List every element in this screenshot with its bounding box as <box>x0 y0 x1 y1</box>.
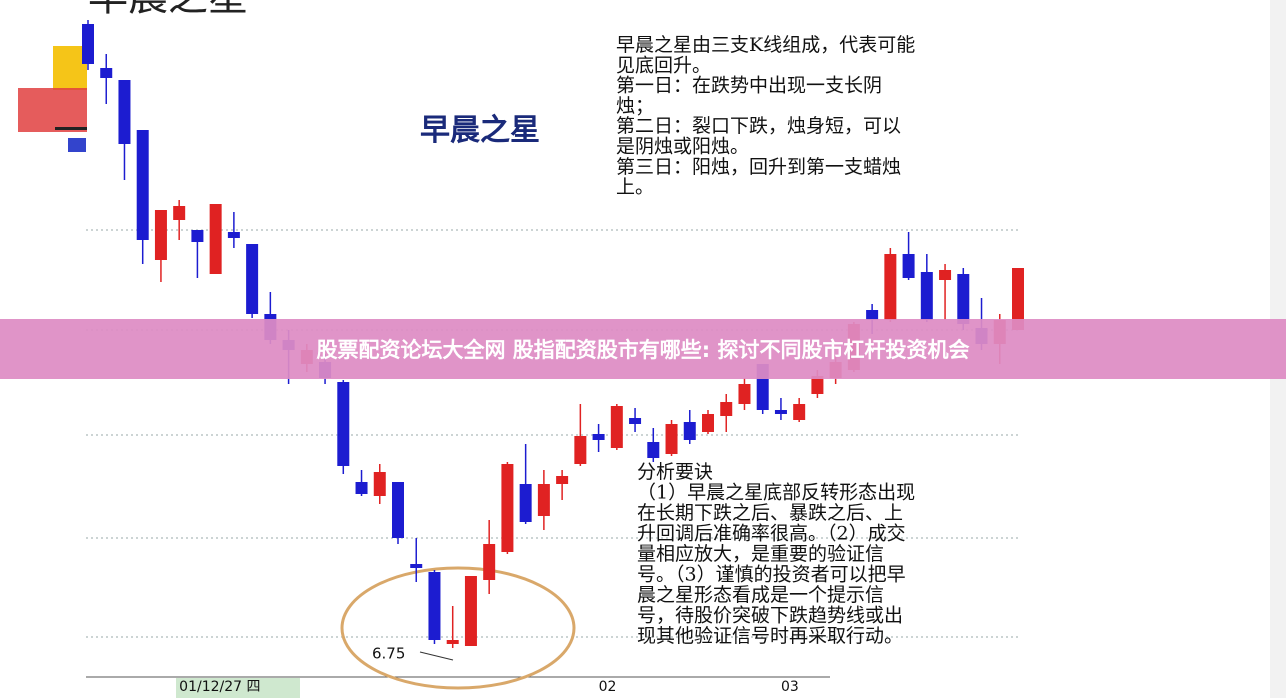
analysis-line: （1）早晨之星底部反转形态出现 <box>637 482 915 504</box>
candle-body <box>592 434 605 440</box>
candle-body <box>939 270 952 280</box>
candle-body <box>337 382 350 466</box>
candle-body <box>464 576 477 646</box>
candle-body <box>702 414 714 432</box>
candle-body <box>173 206 186 220</box>
candle-body <box>902 254 915 278</box>
candle-body <box>683 422 696 440</box>
note-line: 早晨之星由三支K线组成，代表可能 <box>616 34 915 56</box>
note-line: 第一日：在跌势中出现一支长阴 <box>616 75 882 97</box>
candle-body <box>428 572 441 640</box>
candle-body <box>537 484 550 516</box>
candle-body <box>866 310 879 320</box>
candle-body <box>227 232 240 238</box>
candle-body <box>100 68 113 78</box>
analysis-line: 升回调后准确率很高。（2）成交 <box>637 523 906 545</box>
candle-body <box>373 472 386 496</box>
candle-body <box>957 274 970 324</box>
candle-body <box>246 244 259 314</box>
candle-body <box>501 464 514 552</box>
candle-body <box>793 404 806 420</box>
highlight-ellipse <box>340 566 576 690</box>
candle-body <box>647 442 660 458</box>
chart-title: 早晨之星 <box>88 0 248 20</box>
candle-body <box>811 376 824 394</box>
candle-body <box>920 272 933 320</box>
note-line: 是阴烛或阳烛。 <box>616 136 749 158</box>
candle-body <box>191 230 204 242</box>
deco-block <box>18 88 87 132</box>
candle-body <box>774 410 787 414</box>
annotation: 早晨之星 <box>420 113 540 148</box>
analysis-line: 晨之星形态看成是一个提示信 <box>637 584 884 606</box>
candle-body <box>556 476 569 484</box>
candle-body <box>355 482 368 494</box>
analysis-line: 分析要诀 <box>637 461 713 483</box>
candle-body <box>574 436 587 464</box>
banner: 股票配资论坛大全网 股指配资股市有哪些: 探讨不同股市杠杆投资机会 <box>0 319 1286 379</box>
note-line: 上。 <box>616 176 654 198</box>
candle-body <box>136 130 149 240</box>
deco-block <box>53 46 87 90</box>
candle-body <box>884 254 897 320</box>
candle-body <box>392 482 404 538</box>
x-tick-label: 03 <box>781 679 799 695</box>
candle-body <box>738 384 751 404</box>
note-line: 见底回升。 <box>616 54 711 76</box>
candle-body <box>209 204 222 274</box>
note-line: 第三日：阳烛，回升到第一支蜡烛 <box>616 156 901 178</box>
x-tick-label: 01/12/27 四 <box>179 679 260 695</box>
note-line: 烛； <box>616 95 654 117</box>
pointer <box>419 651 454 661</box>
analysis-line: 现其他验证信号时再采取行动。 <box>637 625 903 647</box>
analysis-line: 量相应放大，是重要的验证信 <box>637 543 884 565</box>
candle-body <box>610 406 623 448</box>
candle-body <box>1012 268 1024 330</box>
candle-body <box>665 424 678 454</box>
x-tick-label: 02 <box>599 679 617 695</box>
candle-body <box>629 418 642 424</box>
candle-body <box>483 544 496 580</box>
analysis-line: 在长期下跌之后、暴跌之后、上 <box>637 502 903 524</box>
candle-body <box>118 80 131 144</box>
analysis-line: 号。（3）谨慎的投资者可以把早 <box>637 564 906 586</box>
analysis-line: 号，待股价突破下跌趋势线或出 <box>637 605 903 627</box>
date-box <box>176 678 300 698</box>
candle-body <box>82 24 94 64</box>
candle-body <box>720 402 733 416</box>
note-line: 第二日：裂口下跌，烛身短，可以 <box>616 115 901 137</box>
candle-body <box>446 640 459 644</box>
candle-body <box>154 210 167 260</box>
low-label: 6.75 <box>372 645 405 663</box>
candle-body <box>410 564 423 568</box>
deco-line <box>55 127 87 130</box>
candle-body <box>519 484 532 522</box>
deco-block <box>68 138 86 152</box>
